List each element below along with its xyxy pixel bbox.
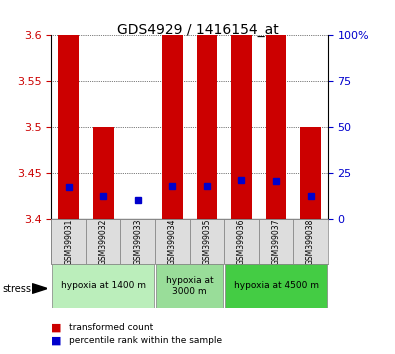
- Bar: [190, 219, 224, 264]
- Text: transformed count: transformed count: [69, 323, 153, 332]
- Bar: [224, 219, 259, 264]
- Text: hypoxia at 4500 m: hypoxia at 4500 m: [233, 281, 318, 290]
- Bar: [265, 35, 286, 219]
- Bar: [155, 219, 190, 264]
- Bar: [259, 219, 293, 264]
- Text: stress: stress: [2, 284, 31, 293]
- Bar: [51, 219, 86, 264]
- Text: GSM399034: GSM399034: [168, 218, 177, 265]
- Bar: [52, 264, 154, 308]
- Text: GDS4929 / 1416154_at: GDS4929 / 1416154_at: [117, 23, 278, 37]
- Bar: [93, 127, 114, 219]
- Bar: [156, 264, 224, 308]
- Text: hypoxia at 1400 m: hypoxia at 1400 m: [61, 281, 146, 290]
- Bar: [58, 35, 79, 219]
- Bar: [197, 35, 217, 219]
- Bar: [120, 219, 155, 264]
- Text: percentile rank within the sample: percentile rank within the sample: [69, 336, 222, 345]
- Text: GSM399033: GSM399033: [133, 218, 142, 265]
- Text: hypoxia at
3000 m: hypoxia at 3000 m: [166, 276, 213, 296]
- Bar: [231, 35, 252, 219]
- Bar: [225, 264, 327, 308]
- Text: GSM399032: GSM399032: [99, 218, 108, 265]
- Bar: [300, 127, 321, 219]
- Polygon shape: [32, 284, 47, 293]
- Text: GSM399031: GSM399031: [64, 218, 73, 265]
- Text: GSM399037: GSM399037: [271, 218, 280, 265]
- Text: GSM399035: GSM399035: [202, 218, 211, 265]
- Bar: [293, 219, 328, 264]
- Bar: [162, 35, 182, 219]
- Bar: [127, 218, 148, 219]
- Text: ■: ■: [51, 336, 62, 346]
- Text: GSM399038: GSM399038: [306, 218, 315, 265]
- Bar: [86, 219, 120, 264]
- Text: GSM399036: GSM399036: [237, 218, 246, 265]
- Text: ■: ■: [51, 322, 62, 332]
